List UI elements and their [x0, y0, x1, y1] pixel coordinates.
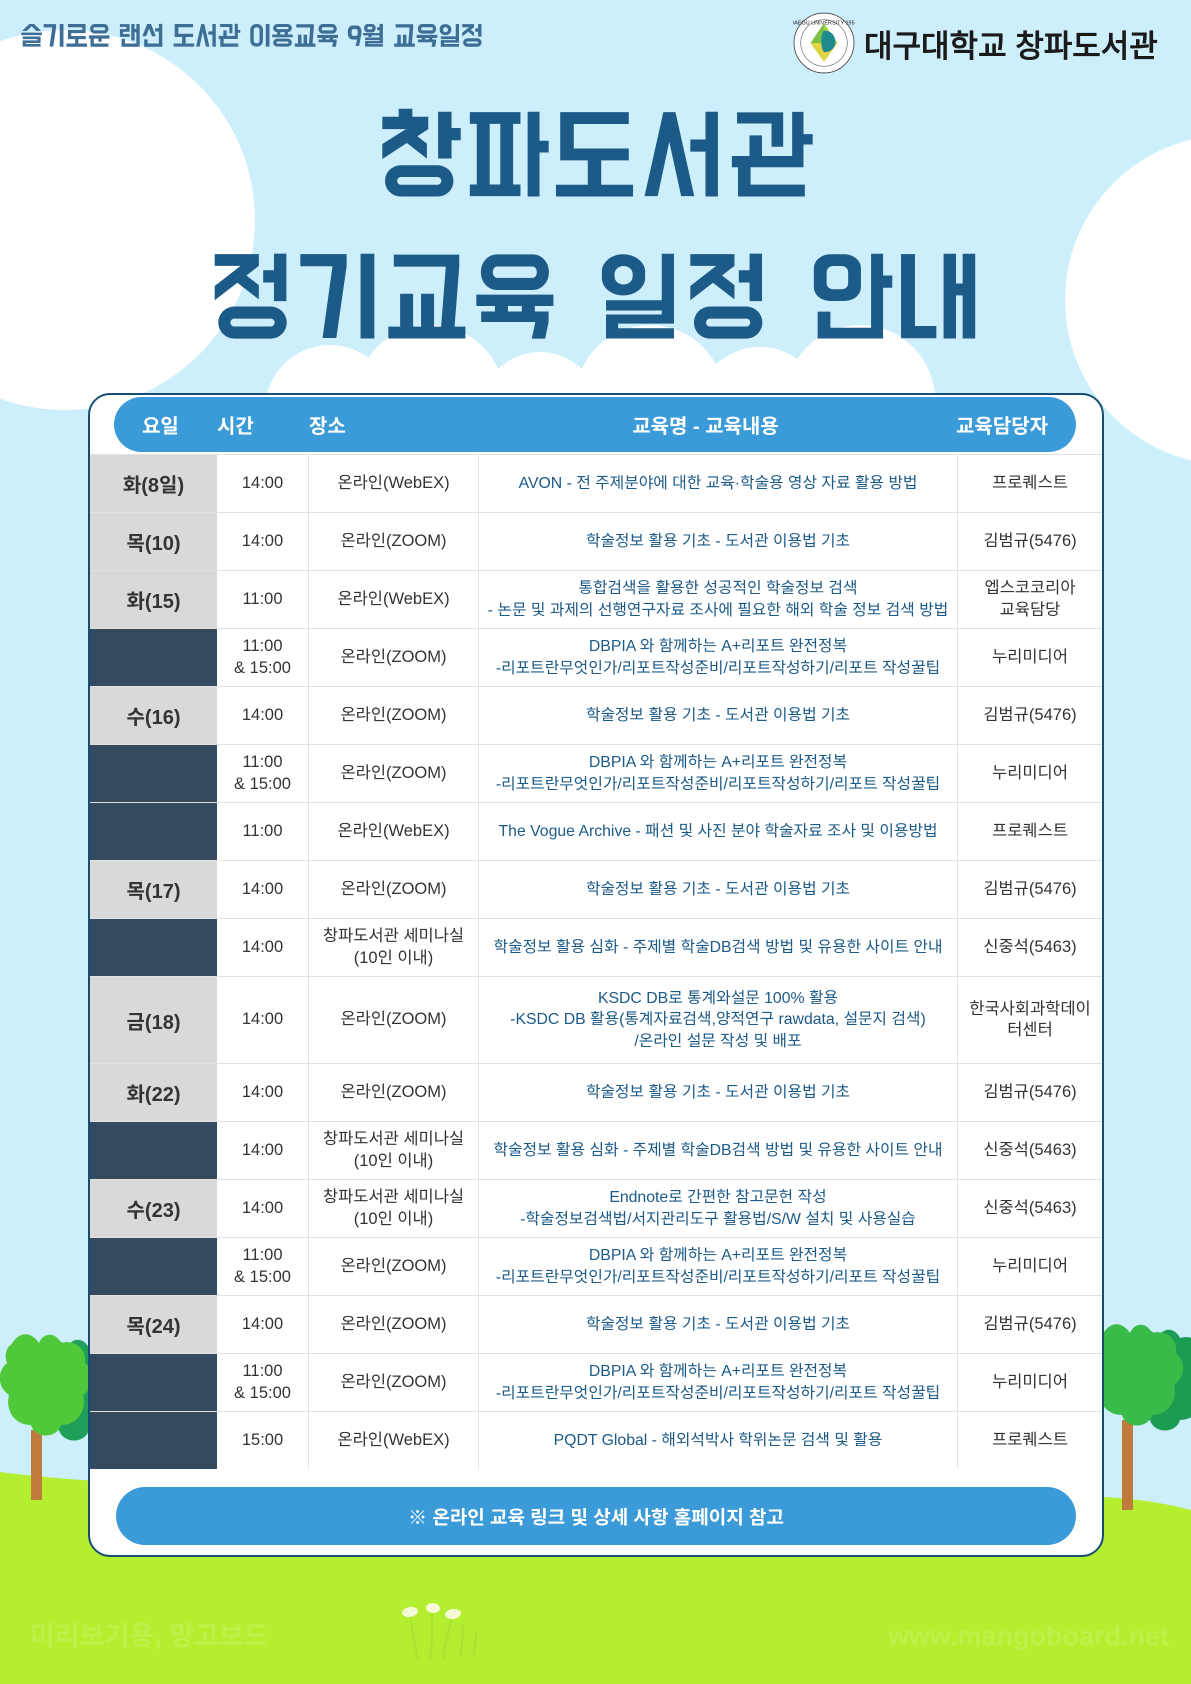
svg-text:www.mangoboard.net: www.mangoboard.net [887, 1621, 1169, 1651]
svg-text:미리보기용, 망고보드: 미리보기용, 망고보드 [30, 1621, 269, 1651]
